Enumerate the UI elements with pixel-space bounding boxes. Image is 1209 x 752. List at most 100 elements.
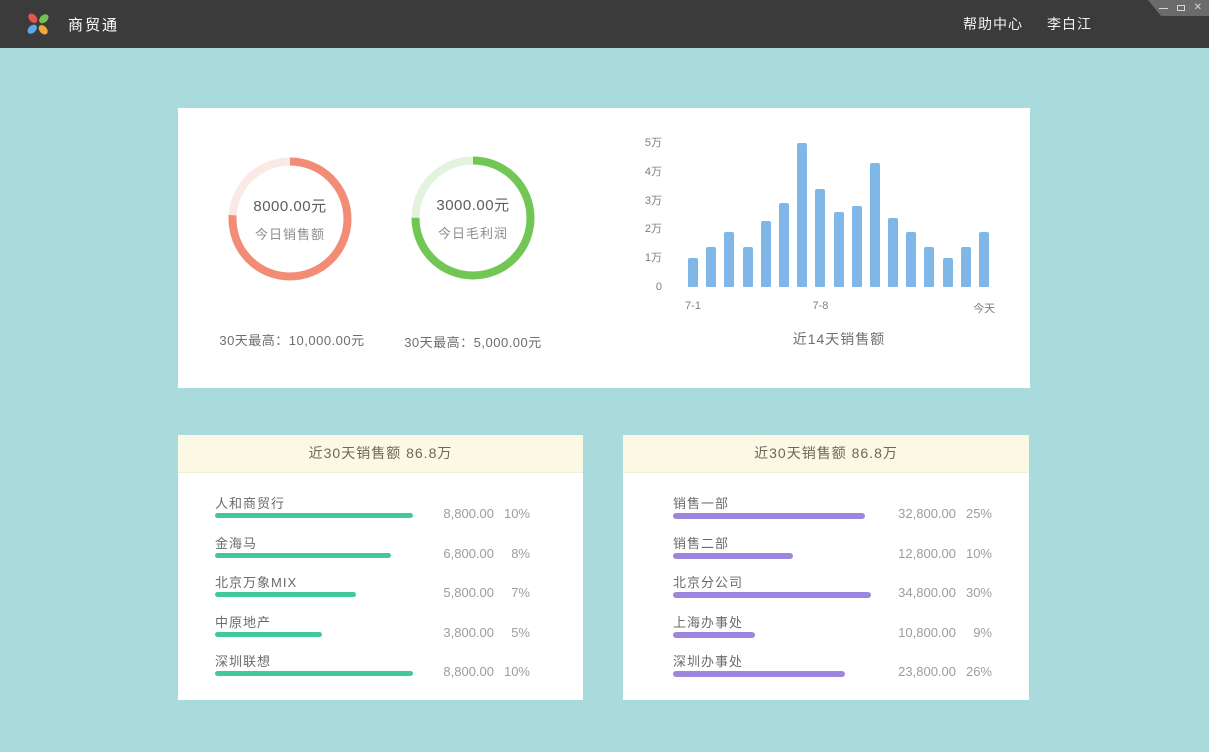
bar (778, 203, 789, 287)
sales-30day-max-note: 30天最高：10,000.00元 (219, 333, 365, 348)
rank-row: 销售一部 32,800.00 25% (673, 493, 992, 533)
bar (833, 212, 844, 287)
rank-row-name: 中原地产 (215, 614, 272, 630)
rank-row-name: 销售一部 (673, 496, 730, 511)
rank-row-amount: 32,800.00 (898, 506, 956, 521)
y-tick-label: 5万 (644, 137, 662, 149)
y-tick-label: 1万 (644, 252, 662, 265)
rank-row-amount: 6,800.00 (443, 545, 494, 561)
rank-row-percent: 9% (973, 624, 992, 640)
titlebar: 商贸通 帮助中心 李白江 ✕ (0, 0, 1209, 48)
bar (742, 246, 753, 287)
rank-row-bar (215, 631, 322, 637)
rank-row-amount: 23,800.00 (898, 664, 956, 679)
bar (815, 189, 826, 287)
bar (942, 258, 953, 287)
rank-row: 北京万象MIX 5,800.00 7% (215, 572, 530, 612)
bar (869, 163, 880, 287)
bar-chart-title: 近14天销售额 (792, 331, 886, 347)
bar (906, 232, 917, 287)
rank-row-percent: 8% (511, 545, 530, 561)
bar-chart-bars (688, 143, 990, 287)
rank-row: 北京分公司 34,800.00 30% (673, 572, 992, 612)
help-center-link[interactable]: 帮助中心 (963, 16, 1023, 32)
rank-row: 上海办事处 10,800.00 9% (673, 612, 992, 652)
rank-row-values: 23,800.00 26% (886, 664, 992, 679)
close-icon[interactable]: ✕ (1193, 2, 1202, 13)
x-tick-label: 7-8 (812, 300, 829, 312)
app-logo-pinwheel-icon (27, 13, 49, 35)
rank-row: 销售二部 12,800.00 10% (673, 533, 992, 573)
bar (688, 258, 698, 287)
y-tick-label: 2万 (644, 223, 662, 236)
rank-row-amount: 10,800.00 (898, 624, 956, 640)
customer-rank-card: 近30天销售额 86.8万 人和商贸行 8,800.00 10% 金海马 6,800.0… (178, 435, 583, 700)
bar (888, 217, 899, 287)
rank-row-name: 人和商贸行 (215, 496, 286, 511)
rank-row: 中原地产 3,800.00 5% (215, 612, 530, 652)
username-menu[interactable]: 李白江 (1047, 16, 1092, 32)
rank-row-percent: 7% (511, 585, 530, 600)
sales-donut-chart (228, 157, 352, 281)
rank-row-values: 5,800.00 7% (424, 585, 530, 600)
rank-row-percent: 26% (965, 664, 992, 679)
rank-row-values: 32,800.00 25% (886, 506, 992, 521)
rank-row-values: 34,800.00 30% (886, 585, 992, 600)
x-tick-label: 今天 (973, 303, 996, 315)
department-rank-card: 近30天销售额 86.8万 销售一部 32,800.00 25% 销售二部 12,800… (623, 435, 1029, 700)
y-tick-label: 3万 (644, 194, 662, 207)
rank-row-percent: 30% (965, 585, 992, 600)
maximize-icon[interactable] (1176, 5, 1185, 11)
rank-row: 金海马 6,800.00 8% (215, 533, 530, 573)
profit-30day-max-note: 30天最高：5,000.00元 (404, 335, 542, 350)
bar (924, 246, 935, 287)
rank-row-bar (673, 631, 755, 638)
window-controls: ✕ (1148, 0, 1209, 16)
rank-row-bar (215, 552, 392, 558)
rank-row: 深圳办事处 23,800.00 26% (673, 651, 992, 691)
rank-row-values: 10,800.00 9% (886, 625, 992, 640)
bar (724, 232, 735, 287)
y-tick-label: 0 (655, 281, 662, 293)
rank-row-amount: 8,800.00 (443, 664, 494, 679)
bar (797, 143, 808, 287)
rank-row-name: 深圳办事处 (673, 654, 744, 669)
rank-row-name: 上海办事处 (673, 614, 744, 630)
rank-row-bar (215, 513, 413, 518)
rank-row-values: 3,800.00 5% (424, 625, 530, 640)
bar (851, 206, 862, 287)
rank-row-amount: 34,800.00 (898, 585, 956, 600)
rank-row-amount: 8,800.00 (443, 506, 494, 521)
y-tick-label: 4万 (644, 165, 662, 178)
summary-card: 8000.00元 今日销售额 30天最高：10,000.00元 3000.00元… (178, 108, 1030, 388)
rank-row-values: 8,800.00 10% (424, 506, 530, 521)
rank-row-bar (673, 671, 845, 677)
rank-row-percent: 10% (503, 506, 530, 521)
rank-row-bar (673, 513, 865, 519)
rank-row-amount: 12,800.00 (898, 545, 956, 561)
minimize-icon[interactable] (1158, 7, 1168, 9)
rank-row-percent: 5% (511, 624, 530, 640)
department-rank-rows: 销售一部 32,800.00 25% 销售二部 12,800.00 10% 北京分公司 34,… (623, 473, 1029, 691)
rank-row-bar (673, 592, 871, 598)
rank-row-values: 12,800.00 10% (886, 546, 992, 561)
rank-row-name: 金海马 (215, 535, 258, 551)
customer-rank-header: 近30天销售额 86.8万 (178, 435, 583, 473)
bar (960, 246, 971, 287)
rank-row-percent: 10% (503, 664, 530, 679)
rank-row-name: 销售二部 (673, 535, 730, 551)
department-rank-header: 近30天销售额 86.8万 (623, 435, 1029, 473)
customer-rank-rows: 人和商贸行 8,800.00 10% 金海马 6,800.00 8% 北京万象MIX 5,80… (178, 473, 583, 691)
app-title: 商贸通 (68, 16, 120, 34)
rank-row-bar (215, 671, 413, 676)
rank-row-values: 8,800.00 10% (424, 664, 530, 679)
profit-donut-chart (411, 156, 535, 280)
rank-row-percent: 10% (965, 545, 992, 561)
rank-row-name: 北京分公司 (673, 575, 744, 590)
rank-row-values: 6,800.00 8% (424, 546, 530, 561)
bar-chart-yaxis: 0 1万 2万 3万 4万 5万 (608, 137, 662, 293)
rank-row-name: 北京万象MIX (215, 575, 298, 590)
rank-row-bar (215, 592, 356, 597)
rank-row-amount: 5,800.00 (443, 585, 494, 600)
rank-row: 人和商贸行 8,800.00 10% (215, 493, 530, 533)
